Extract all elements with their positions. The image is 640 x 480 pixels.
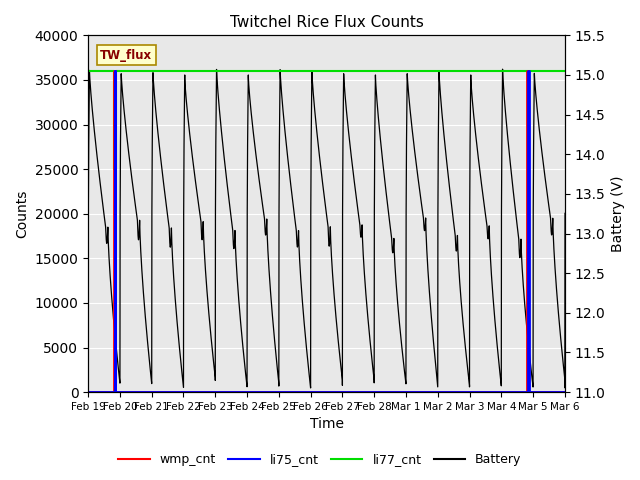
Title: Twitchel Rice Flux Counts: Twitchel Rice Flux Counts xyxy=(230,15,424,30)
Y-axis label: Counts: Counts xyxy=(15,190,29,238)
Y-axis label: Battery (V): Battery (V) xyxy=(611,176,625,252)
X-axis label: Time: Time xyxy=(310,418,344,432)
Text: TW_flux: TW_flux xyxy=(100,48,152,61)
Legend: wmp_cnt, li75_cnt, li77_cnt, Battery: wmp_cnt, li75_cnt, li77_cnt, Battery xyxy=(113,448,527,471)
